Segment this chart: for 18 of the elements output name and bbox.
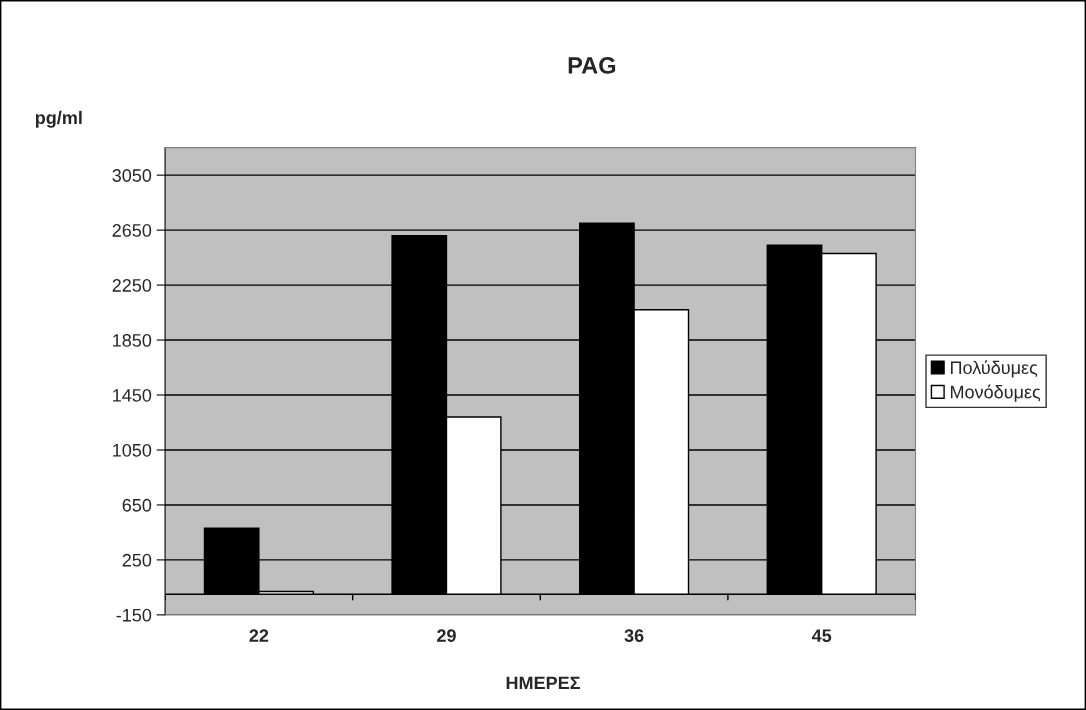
x-tick-label: 45 [811,629,832,643]
y-tick-label: 650 [122,498,152,512]
x-axis-title: ΗΜΕΡΕΣ [506,676,580,690]
y-tick-label: -150 [116,608,152,622]
x-tick-label: 36 [624,629,644,643]
y-tick-label: 1850 [113,333,152,347]
y-tick-label: 1050 [113,443,152,457]
y-tick-label: 250 [122,553,152,567]
y-tick-label: 2650 [112,224,152,237]
legend-label: Μονόδυμες [950,384,1041,402]
legend-label: Πολύδυμες [950,360,1038,378]
x-tick-label: 29 [437,629,456,643]
chart-title: PAG [568,57,616,74]
x-tick-label: 22 [249,629,269,642]
y-tick-label: 3050 [112,169,152,182]
y-tick-label: 1450 [113,388,152,402]
y-tick-label: 2250 [112,279,152,292]
y-axis-title: pg/ml [35,110,82,128]
